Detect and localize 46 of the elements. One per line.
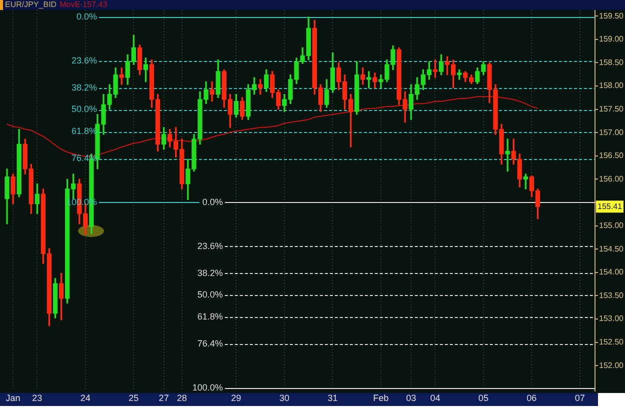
y-tick-label: 159.50: [599, 11, 624, 20]
x-tick-label: 25: [128, 393, 139, 404]
candlestick: [505, 138, 510, 172]
y-tick-label: 159.00: [599, 34, 624, 44]
y-tick-label: 158.50: [599, 58, 624, 67]
x-tick-label: 06: [526, 393, 537, 404]
annotation: 0.0%: [202, 196, 223, 207]
annotation: 38.2%: [197, 268, 223, 278]
x-tick-label: 03: [406, 393, 416, 404]
x-tick-label: 24: [80, 393, 90, 404]
annotation: 23.6%: [197, 240, 223, 251]
y-tick-label: 152.00: [599, 360, 624, 370]
y-tick-label: 154.00: [599, 268, 624, 277]
annotation: 155.41: [598, 202, 623, 211]
annotation: 61.8%: [197, 312, 223, 322]
chart-title: EUR/JPY_BID: [5, 0, 57, 10]
annotation: 76.4%: [197, 338, 223, 349]
y-tick-label: 156.50: [599, 151, 624, 160]
y-tick-label: 157.00: [599, 128, 624, 137]
annotation: 0.0%: [76, 11, 97, 22]
x-tick-label: 31: [328, 393, 338, 404]
y-tick-label: 156.00: [599, 174, 624, 184]
y-tick-label: 155.00: [599, 220, 624, 230]
x-tick-label: 29: [231, 393, 242, 404]
y-tick-label: 157.50: [599, 104, 624, 114]
y-tick-label: 154.50: [599, 244, 624, 254]
y-tick-label: 152.50: [599, 337, 624, 346]
text: MovE-157.43: [60, 0, 108, 10]
x-tick-label: 04: [430, 393, 440, 404]
x-tick-label: 05: [478, 393, 488, 404]
annotation: 100.0%: [192, 382, 223, 392]
x-tick-label: 23: [32, 393, 42, 404]
y-tick-label: 153.00: [599, 314, 624, 324]
annotation: 50.0%: [71, 104, 97, 114]
x-tick-label: Feb: [373, 393, 389, 404]
annotation: 38.2%: [71, 82, 97, 92]
x-tick-label: 28: [176, 393, 187, 404]
annotation: 50.0%: [197, 290, 223, 300]
candlestick: [210, 81, 214, 102]
x-tick-label: 07: [574, 393, 585, 404]
y-tick-label: 158.00: [599, 81, 624, 90]
x-tick-label: 27: [158, 393, 169, 404]
y-tick-label: 153.50: [599, 290, 624, 300]
annotation: 23.6%: [71, 55, 97, 66]
x-tick-label: Jan: [6, 393, 20, 404]
x-tick-label: 30: [279, 393, 290, 404]
